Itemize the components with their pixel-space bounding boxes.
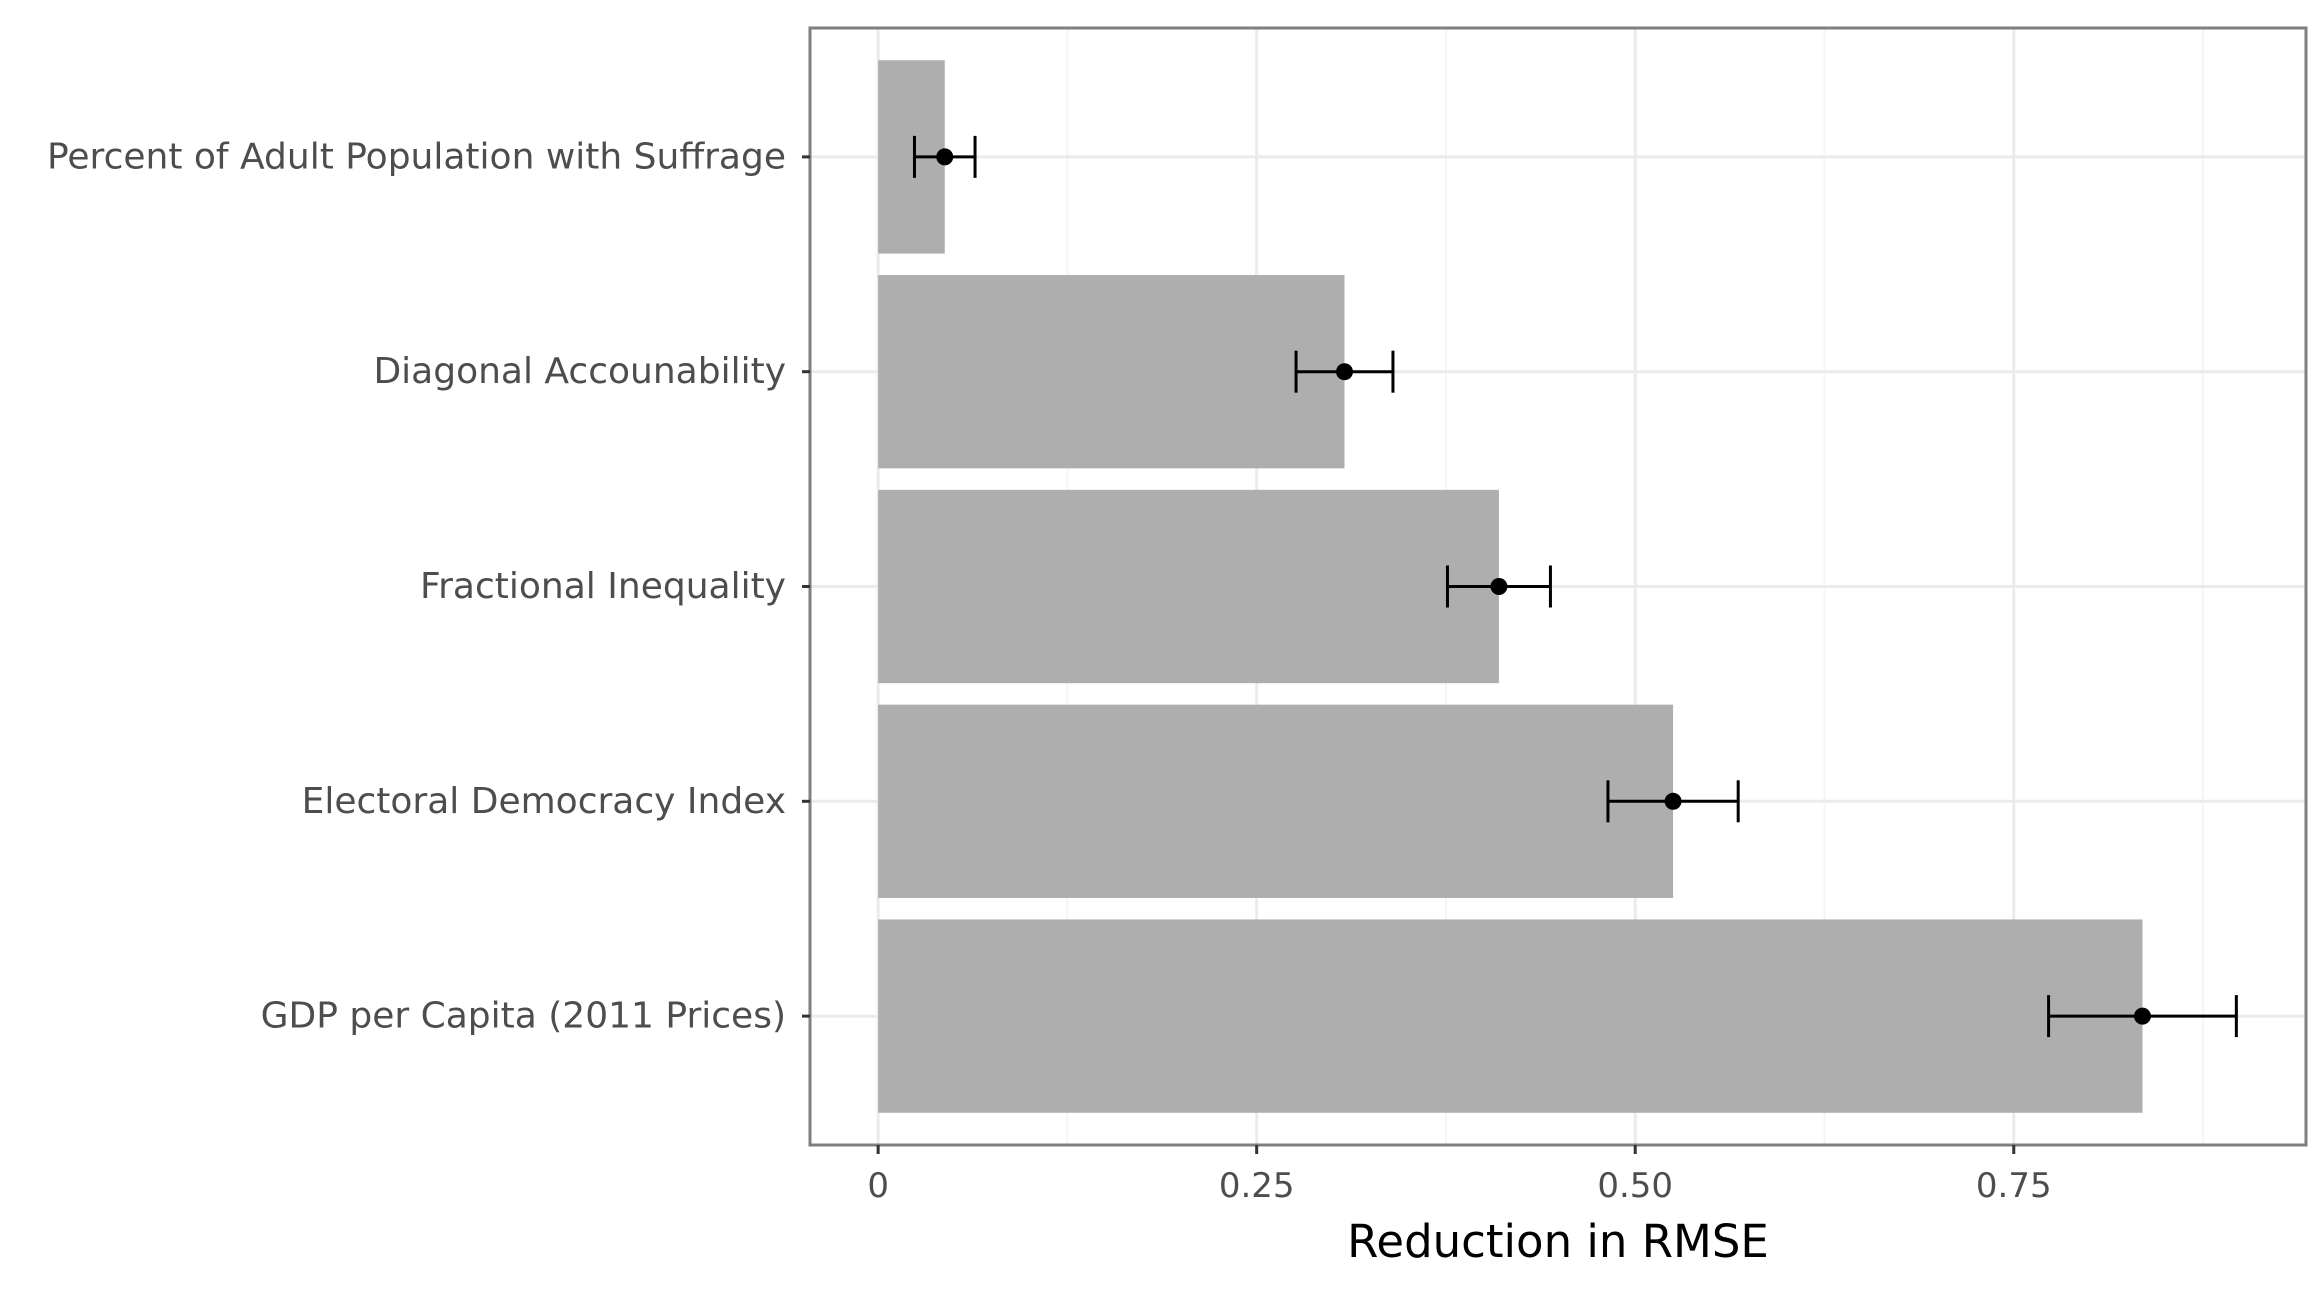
category-label: Electoral Democracy Index xyxy=(302,781,786,822)
y-axis: Percent of Adult Population with Suffrag… xyxy=(47,136,810,1037)
x-tick-label: 0 xyxy=(867,1166,889,1206)
point-estimate xyxy=(1664,792,1682,810)
point-estimate xyxy=(936,148,954,166)
point-estimate xyxy=(2133,1007,2151,1025)
x-tick-label: 0.50 xyxy=(1597,1166,1673,1206)
category-label: GDP per Capita (2011 Prices) xyxy=(261,996,786,1037)
bar xyxy=(878,919,2143,1113)
error-bars xyxy=(912,135,2238,1038)
bar xyxy=(878,704,1674,898)
bar xyxy=(878,275,1345,469)
category-label: Diagonal Accounability xyxy=(373,351,786,392)
point-estimate xyxy=(1490,578,1508,595)
category-label: Fractional Inequality xyxy=(420,566,786,607)
x-tick-label: 0.25 xyxy=(1219,1166,1295,1206)
x-axis-title: Reduction in RMSE xyxy=(1347,1215,1769,1268)
bars xyxy=(878,60,2143,1113)
x-axis: 0 0.25 0.50 0.75 xyxy=(867,1145,2052,1206)
point-estimate xyxy=(1336,363,1354,381)
x-tick-label: 0.75 xyxy=(1976,1166,2052,1206)
category-label: Percent of Adult Population with Suffrag… xyxy=(47,136,786,177)
bar xyxy=(878,489,1499,684)
